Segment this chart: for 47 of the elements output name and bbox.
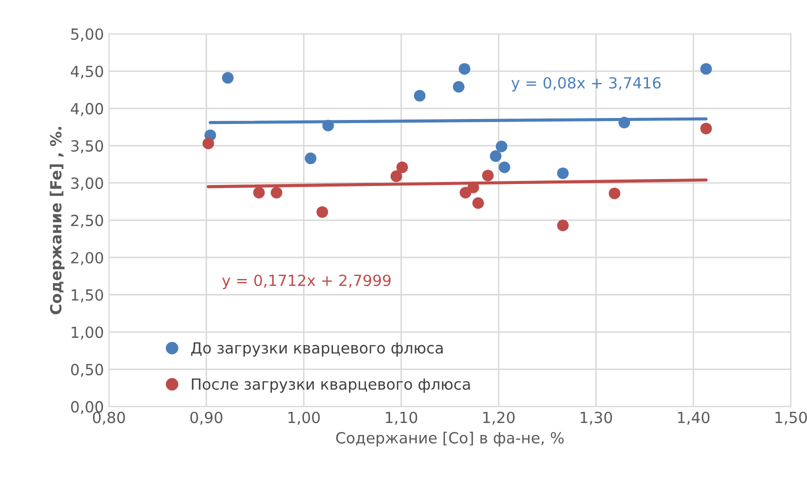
legend-label: После загрузки кварцевого флюса <box>192 378 470 393</box>
point <box>482 170 494 182</box>
point <box>496 140 508 152</box>
point <box>222 72 234 84</box>
x-tick-label: 0,90 <box>190 412 222 425</box>
x-tick-label: 1,40 <box>678 412 710 425</box>
point <box>557 220 569 232</box>
point <box>452 80 464 93</box>
legend-label: До загрузки кварцевого флюса <box>191 342 443 357</box>
point <box>467 182 480 194</box>
x-tick-label: 1,50 <box>776 412 807 425</box>
y-tick-label: 1,50 <box>72 289 104 302</box>
point <box>458 63 470 75</box>
point <box>608 188 620 200</box>
point <box>396 161 408 174</box>
point <box>390 170 402 182</box>
annotation: y = 0,08x + 3,7416 <box>511 77 661 92</box>
point <box>202 138 214 150</box>
point <box>498 161 510 174</box>
point <box>700 122 712 134</box>
y-tick-label: 1,00 <box>72 326 104 340</box>
point <box>414 90 426 102</box>
point <box>700 63 712 75</box>
annotation: y = 0,1712x + 2,7999 <box>222 274 391 290</box>
y-tick-label: 4,50 <box>70 66 104 79</box>
y-tick-label: 2,50 <box>71 214 104 228</box>
y-tick-label: 3,00 <box>71 177 104 191</box>
y-tick-label: 3,50 <box>71 140 104 154</box>
y-axis-title: Содержание [Fe] , %. <box>50 127 65 314</box>
y-tick-label: 4,00 <box>70 102 104 116</box>
point <box>270 186 282 198</box>
point <box>322 120 334 132</box>
x-tick-label: 1,20 <box>483 412 515 425</box>
x-tick-label: 1,10 <box>386 412 418 425</box>
point <box>557 167 569 180</box>
point <box>304 152 316 164</box>
x-tick-label: 1,00 <box>288 412 320 425</box>
y-tick-label: 5,00 <box>71 28 104 42</box>
x-axis-title: Содержание [Co] в фа-не, % <box>336 432 564 447</box>
point <box>253 186 265 198</box>
point <box>316 206 328 218</box>
point <box>490 150 502 162</box>
x-tick-label: 1,30 <box>580 412 612 425</box>
point <box>472 197 484 209</box>
y-tick-label: 2,00 <box>71 252 104 266</box>
y-tick-label: 0,50 <box>71 364 104 377</box>
point <box>618 116 630 128</box>
